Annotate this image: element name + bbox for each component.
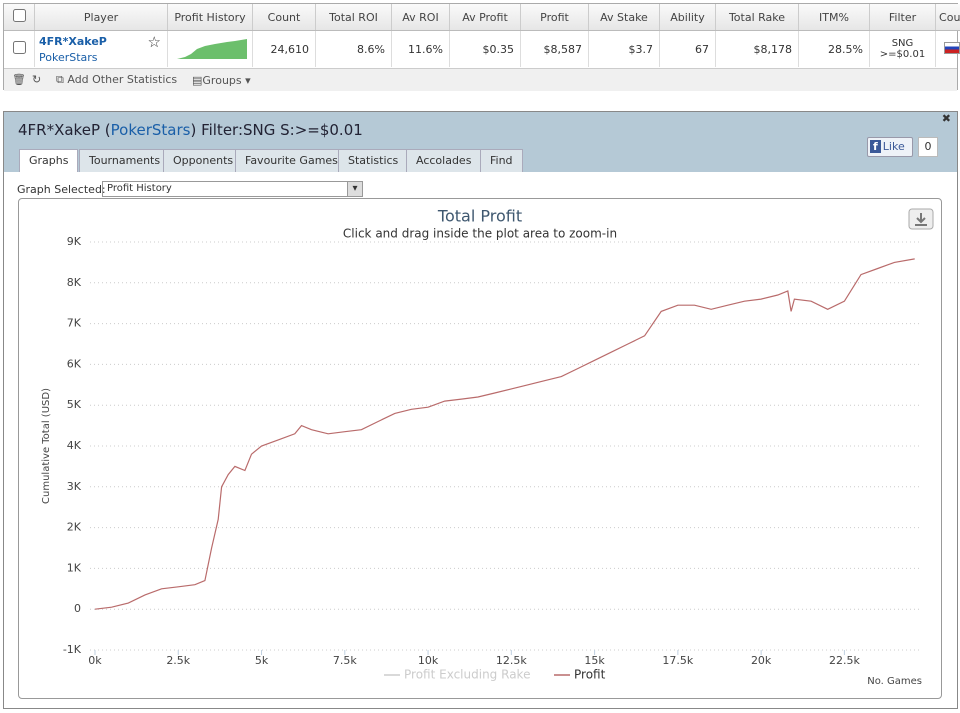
y-tick-label: 9K <box>67 235 82 248</box>
column-header[interactable]: Player <box>34 4 168 31</box>
chart-title: Total Profit <box>437 207 522 226</box>
like-button[interactable]: f Like <box>867 137 913 157</box>
y-tick-label: 2K <box>67 521 82 534</box>
y-tick-label: 4K <box>67 439 82 452</box>
y-tick-label: 8K <box>67 276 82 289</box>
stat-cell: $3.7 <box>588 30 660 67</box>
graph-select-label: Graph Selected: <box>17 183 106 196</box>
download-icon[interactable] <box>915 213 927 226</box>
stats-table: Player Profit History Count Total ROI Av ROI… <box>4 4 960 67</box>
toolbar: 🗑 ↻ ⧉ Add Other Statistics ▤Groups ▾ <box>4 68 957 91</box>
y-tick-label: -1K <box>63 643 82 656</box>
x-tick-label: 10k <box>418 654 439 667</box>
y-tick-label: 1K <box>67 561 82 574</box>
stat-cell: 28.5% <box>798 30 870 67</box>
y-tick-label: 5K <box>67 398 82 411</box>
sparkline-area <box>177 38 247 59</box>
panel-header: 4FR*XakeP (PokerStars) Filter:SNG S:>=$0… <box>4 112 957 172</box>
tab[interactable]: Find <box>480 149 523 172</box>
column-header[interactable]: Av Stake <box>588 4 660 31</box>
flag <box>944 41 960 54</box>
refresh-icon[interactable]: ↻ <box>32 73 42 86</box>
player-panel: 4FR*XakeP (PokerStars) Filter:SNG S:>=$0… <box>3 111 958 709</box>
stat-cell: 11.6% <box>391 30 450 67</box>
x-tick-label: 12.5k <box>496 654 527 667</box>
column-header[interactable]: Profit History <box>167 4 253 31</box>
country-cell <box>935 30 960 67</box>
like-count: 0 <box>918 137 938 157</box>
sparkline <box>177 38 247 59</box>
filter-cell: SNG >=$0.01 <box>869 30 936 67</box>
row-select[interactable] <box>4 30 35 67</box>
stat-cell: $8,178 <box>715 30 799 67</box>
x-axis-label: No. Games <box>867 676 922 687</box>
tab[interactable]: Accolades <box>406 149 482 172</box>
column-header[interactable]: Count <box>252 4 316 31</box>
stat-cell: $0.35 <box>449 30 521 67</box>
stat-cell: 24,610 <box>252 30 316 67</box>
groups-label[interactable]: Groups <box>202 74 242 87</box>
site-link[interactable]: PokerStars <box>39 50 98 64</box>
stat-cell: 8.6% <box>315 30 392 67</box>
x-tick-label: 17.5k <box>662 654 693 667</box>
x-tick-label: 5k <box>255 654 269 667</box>
column-header[interactable]: ITM% <box>798 4 870 31</box>
delete-icon[interactable]: 🗑 <box>12 73 26 86</box>
y-tick-label: 6K <box>67 357 82 370</box>
x-tick-label: 7.5k <box>333 654 357 667</box>
x-tick-label: 15k <box>584 654 605 667</box>
filter-line: SNG <box>891 38 914 49</box>
graph-select-value[interactable]: Profit History <box>107 183 172 194</box>
column-header[interactable]: Av ROI <box>391 4 450 31</box>
filter-text: Filter:SNG S:>=$0.01 <box>201 121 363 139</box>
tab[interactable]: Statistics <box>338 149 409 172</box>
column-header[interactable]: Av Profit <box>449 4 521 31</box>
graph-select[interactable]: Profit History ▾ <box>102 181 363 197</box>
y-axis-label: Cumulative Total (USD) <box>41 388 52 504</box>
column-header[interactable]: Total ROI <box>315 4 392 31</box>
column-header[interactable]: Cour <box>935 4 960 31</box>
y-tick-label: 3K <box>67 480 82 493</box>
tab[interactable]: Opponents <box>163 149 244 172</box>
legend-label[interactable]: Profit Excluding Rake <box>404 668 530 682</box>
column-header[interactable]: Total Rake <box>715 4 799 31</box>
player-name: 4FR*XakeP <box>18 121 100 139</box>
tab[interactable]: Favourite Games <box>235 149 348 172</box>
tab[interactable]: Graphs <box>19 149 79 172</box>
add-stats[interactable]: ⧉ Add Other Statistics <box>56 73 178 86</box>
stat-cell: 67 <box>659 30 716 67</box>
like-label[interactable]: Like <box>882 140 905 153</box>
x-tick-label: 0k <box>88 654 102 667</box>
filter-line: >=$0.01 <box>879 49 926 60</box>
legend-label[interactable]: Profit <box>574 668 606 682</box>
column-header[interactable]: Filter <box>869 4 936 31</box>
column-header[interactable]: Profit <box>520 4 589 31</box>
x-tick-label: 22.5k <box>829 654 860 667</box>
favourite-star[interactable]: ☆ <box>147 33 161 51</box>
tab[interactable]: Tournaments <box>79 149 171 172</box>
stats-table-box: Player Profit History Count Total ROI Av ROI… <box>3 3 960 91</box>
profit-line <box>94 258 915 610</box>
add-stats-label[interactable]: Add Other Statistics <box>67 73 178 86</box>
groups[interactable]: ▤Groups ▾ <box>192 74 251 87</box>
panel-title: 4FR*XakeP (PokerStars) Filter:SNG S:>=$0… <box>18 121 363 139</box>
select-all[interactable] <box>4 4 35 31</box>
chart-subtitle: Click and drag inside the plot area to z… <box>343 227 617 241</box>
x-tick-label: 20k <box>751 654 772 667</box>
y-tick-label: 0 <box>74 602 81 615</box>
x-tick-label: 2.5k <box>166 654 190 667</box>
site-link[interactable]: PokerStars <box>110 121 191 139</box>
player-cell: 4FR*XakeP PokerStars ☆ <box>34 30 168 67</box>
column-header[interactable]: Ability <box>659 4 716 31</box>
close-button[interactable]: ✖ <box>941 112 951 125</box>
player-link[interactable]: 4FR*XakeP <box>39 34 107 48</box>
sparkline-cell <box>167 30 253 67</box>
stat-cell: $8,587 <box>520 30 589 67</box>
y-tick-label: 7K <box>67 317 82 330</box>
